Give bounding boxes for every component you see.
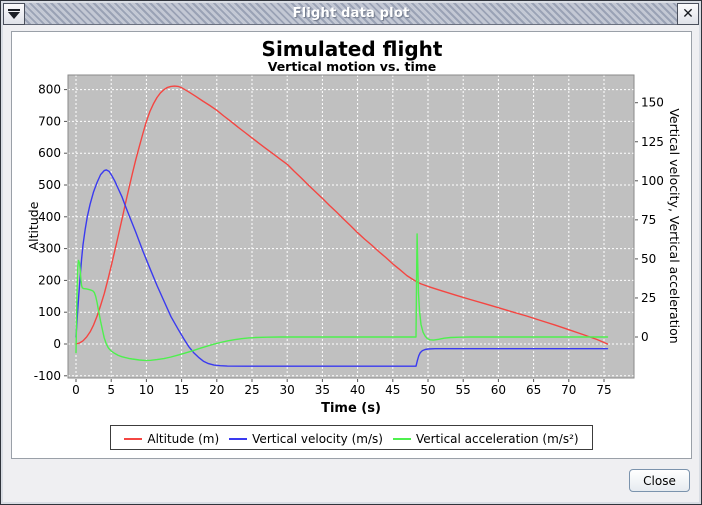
chart-subtitle: Vertical motion vs. time xyxy=(268,59,437,74)
window-menu-button[interactable] xyxy=(3,3,25,25)
x-tick-label: 30 xyxy=(280,383,295,397)
x-tick-label: 5 xyxy=(107,383,115,397)
series-line-vertical-velocity-m-s xyxy=(75,169,609,367)
legend-box: Altitude (m) Vertical velocity (m/s) Verti… xyxy=(110,425,593,450)
legend-label: Vertical velocity (m/s) xyxy=(252,432,383,446)
close-icon: ✕ xyxy=(682,6,694,22)
data-series xyxy=(75,85,609,367)
x-tick-label: 25 xyxy=(244,383,259,397)
x-tick-label: 65 xyxy=(526,383,541,397)
legend-swatch-icon xyxy=(392,438,411,440)
left-tick-label: 200 xyxy=(38,273,61,287)
left-tick-label: -100 xyxy=(34,369,61,383)
window-close-button[interactable]: ✕ xyxy=(677,3,699,25)
legend-swatch-icon xyxy=(229,438,248,440)
legend-item: Vertical acceleration (m/s²) xyxy=(392,432,579,446)
left-tick-label: 0 xyxy=(53,337,61,351)
legend-item: Altitude (m) xyxy=(124,432,219,446)
window-menu-icon xyxy=(8,9,20,19)
legend-label: Altitude (m) xyxy=(147,432,220,446)
right-axis-label: Vertical velocity, Vertical acceleration xyxy=(667,108,682,343)
left-tick-label: 400 xyxy=(38,210,61,224)
x-tick-label: 50 xyxy=(420,383,435,397)
plot-border xyxy=(67,74,635,379)
chart-title: Simulated flight xyxy=(262,37,443,61)
x-tick-label: 75 xyxy=(596,383,611,397)
legend-label: Vertical acceleration (m/s²) xyxy=(415,432,579,446)
left-tick-label: 600 xyxy=(38,146,61,160)
x-axis-label: Time (s) xyxy=(321,401,381,416)
right-tick-label: 125 xyxy=(641,135,664,149)
titlebar[interactable]: Flight data plot ✕ xyxy=(3,3,699,25)
right-tick-label: 0 xyxy=(641,330,649,344)
x-tick-label: 10 xyxy=(139,383,154,397)
right-tick-label: 150 xyxy=(641,96,664,110)
series-line-altitude-m xyxy=(75,85,609,345)
right-tick-label: 50 xyxy=(641,252,656,266)
x-tick-label: 60 xyxy=(491,383,506,397)
left-tick-label: 500 xyxy=(38,178,61,192)
left-tick-label: 300 xyxy=(38,242,61,256)
x-tick-label: 20 xyxy=(209,383,224,397)
chart-canvas: Simulated flight Vertical motion vs. tim… xyxy=(26,37,682,416)
left-tick-label: 800 xyxy=(38,83,61,97)
right-tick-label: 100 xyxy=(641,174,664,188)
x-tick-label: 70 xyxy=(561,383,576,397)
x-tick-label: 0 xyxy=(72,383,80,397)
left-tick-label: 100 xyxy=(38,305,61,319)
x-tick-label: 15 xyxy=(174,383,189,397)
legend-swatch-icon xyxy=(124,438,143,440)
tick-labels: -100010020030040050060070080002550751001… xyxy=(34,83,664,397)
left-tick-label: 700 xyxy=(38,114,61,128)
axis-ticks xyxy=(64,89,638,382)
x-tick-label: 55 xyxy=(456,383,471,397)
legend: Altitude (m) Vertical velocity (m/s) Verti… xyxy=(12,425,691,450)
series-line-vertical-acceleration-m-s xyxy=(75,233,609,362)
x-tick-label: 40 xyxy=(350,383,365,397)
right-tick-label: 25 xyxy=(641,291,656,305)
left-axis-label: Altitude xyxy=(26,201,41,250)
close-button[interactable]: Close xyxy=(629,469,690,492)
x-tick-label: 45 xyxy=(385,383,400,397)
chart-panel: Simulated flight Vertical motion vs. tim… xyxy=(11,31,692,459)
legend-item: Vertical velocity (m/s) xyxy=(229,432,383,446)
right-tick-label: 75 xyxy=(641,213,656,227)
x-tick-label: 35 xyxy=(315,383,330,397)
window-title: Flight data plot xyxy=(292,6,410,21)
